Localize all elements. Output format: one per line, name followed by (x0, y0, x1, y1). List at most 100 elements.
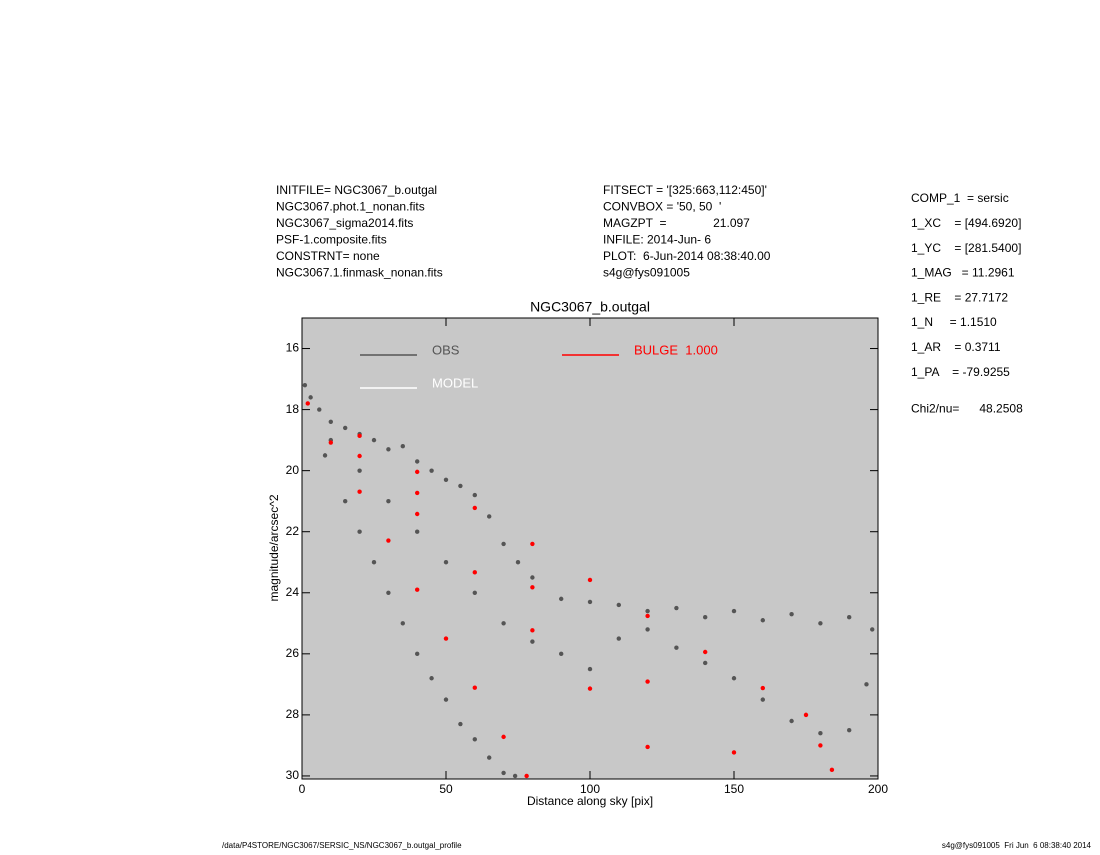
data-point (458, 721, 463, 727)
info-middle: FITSECT = '[325:663,112:450]' (603, 183, 767, 197)
data-point (472, 590, 477, 595)
fit-param: 1_XC = [494.6920] (911, 216, 1021, 230)
data-point (501, 734, 506, 740)
data-point (357, 433, 362, 439)
data-point (429, 468, 434, 473)
x-tick-label: 100 (580, 782, 600, 796)
data-point (818, 731, 823, 736)
y-tick-label: 16 (286, 341, 300, 355)
data-point (587, 666, 593, 672)
data-point (501, 621, 506, 626)
data-point (818, 743, 823, 748)
data-point (328, 419, 333, 425)
data-point (328, 440, 333, 445)
data-point (357, 453, 362, 459)
data-point (760, 697, 765, 702)
legend-label: OBS (432, 342, 460, 357)
data-point (760, 618, 765, 623)
data-point (415, 469, 420, 475)
data-point (847, 614, 852, 620)
y-tick-label: 20 (286, 463, 300, 477)
info-middle: MAGZPT = 21.097 (603, 216, 750, 230)
data-point (559, 596, 564, 602)
data-point (429, 676, 434, 681)
data-point (829, 767, 835, 773)
x-tick-label: 0 (299, 782, 306, 796)
fit-param: 1_YC = [281.5400] (911, 241, 1021, 255)
info-middle: CONVBOX = '50, 50 ' (603, 200, 721, 214)
y-tick-label: 26 (286, 646, 300, 660)
data-point (443, 697, 449, 702)
y-tick-label: 28 (286, 707, 300, 721)
info-left: CONSTRNT= none (276, 249, 380, 263)
data-point (847, 727, 852, 733)
info-middle: s4g@fys091005 (603, 266, 690, 280)
fit-param: 1_MAG = 11.2961 (911, 266, 1015, 280)
data-point (317, 407, 322, 412)
data-point (357, 468, 362, 473)
data-point (645, 744, 650, 750)
legend-label: BULGE 1.000 (634, 342, 718, 357)
data-point (530, 585, 535, 590)
data-point (616, 636, 621, 641)
data-point (587, 599, 593, 605)
chart-title: NGC3067_b.outgal (530, 299, 650, 315)
fit-param: 1_AR = 0.3711 (911, 340, 1001, 354)
data-point (400, 444, 405, 449)
data-point (305, 401, 310, 406)
data-point (386, 447, 391, 452)
data-point (472, 492, 477, 498)
fit-param: Chi2/nu= 48.2508 (911, 402, 1023, 416)
x-tick-label: 150 (724, 782, 744, 796)
y-tick-label: 30 (286, 768, 300, 782)
data-point (587, 686, 593, 691)
data-point (530, 541, 535, 547)
data-point (371, 560, 377, 565)
data-point (530, 628, 535, 633)
legend-label: MODEL (432, 375, 478, 390)
data-point (760, 685, 765, 691)
data-point (415, 587, 420, 592)
data-point (386, 498, 391, 504)
data-point (559, 651, 564, 657)
data-point (472, 505, 477, 511)
footer-path: /data/P4STORE/NGC3067/SERSIC_NS/NGC3067_… (222, 841, 462, 850)
info-left: NGC3067.1.finmask_nonan.fits (276, 266, 443, 280)
data-point (443, 636, 449, 641)
fit-param: 1_N = 1.1510 (911, 315, 997, 329)
data-point (645, 679, 650, 684)
data-point (415, 511, 420, 517)
x-tick-label: 200 (868, 782, 888, 796)
y-tick-label: 18 (286, 402, 300, 416)
data-point (616, 602, 621, 608)
data-point (443, 477, 449, 483)
data-point (501, 541, 506, 547)
y-tick-label: 22 (286, 524, 300, 538)
data-point (864, 682, 869, 687)
data-point (415, 490, 420, 496)
data-point (472, 685, 477, 690)
data-point (472, 737, 477, 742)
data-point (371, 437, 377, 443)
footer-stamp: s4g@fys091005 Fri Jun 6 08:38:40 2014 (942, 841, 1092, 850)
x-axis-label: Distance along sky [pix] (527, 794, 653, 808)
data-point (587, 577, 593, 583)
data-point (512, 773, 518, 779)
data-point (400, 621, 405, 626)
info-middle: PLOT: 6-Jun-2014 08:38:40.00 (603, 249, 771, 263)
data-point (487, 755, 492, 760)
x-tick-label: 50 (439, 782, 453, 796)
data-point (524, 773, 529, 779)
data-point (703, 649, 708, 655)
y-tick-label: 24 (286, 585, 300, 599)
data-point (487, 514, 492, 519)
data-point (386, 590, 391, 595)
data-point (731, 750, 737, 755)
data-point (472, 570, 477, 575)
data-point (674, 645, 679, 650)
data-point (703, 660, 708, 666)
data-point (818, 621, 823, 626)
info-left: INITFILE= NGC3067_b.outgal (276, 183, 437, 197)
data-point (415, 651, 420, 657)
